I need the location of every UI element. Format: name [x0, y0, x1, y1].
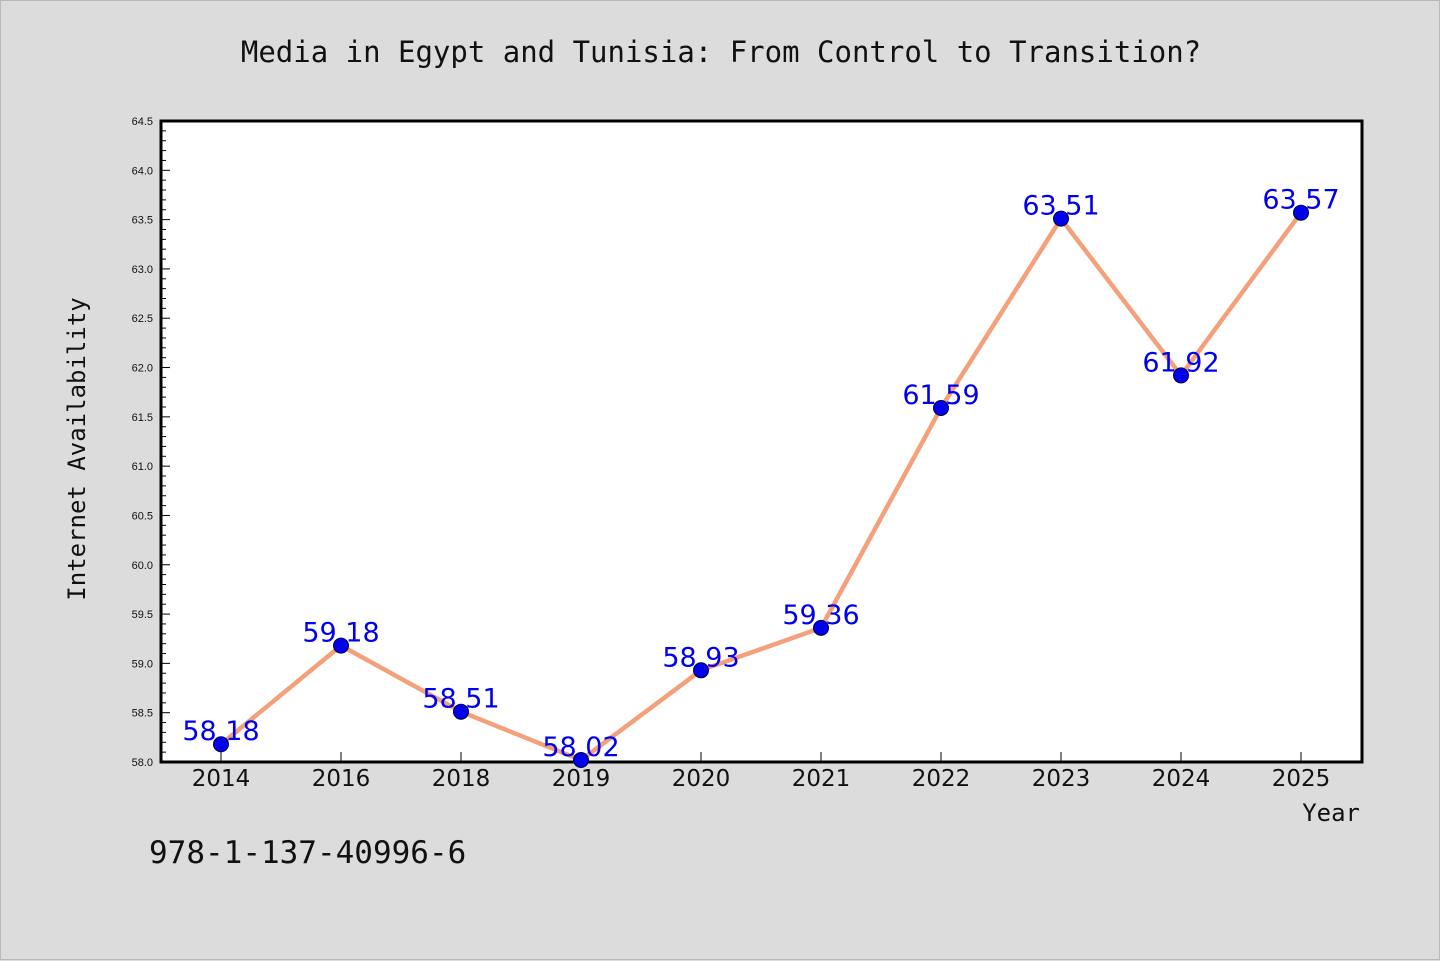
chart-title: Media in Egypt and Tunisia: From Control…	[240, 35, 1202, 69]
x-tick-label: 2022	[912, 766, 971, 792]
y-tick-label: 64.0	[132, 165, 153, 177]
series-line	[218, 210, 1304, 763]
y-tick-label: 62.5	[132, 313, 153, 325]
data-label: 59.36	[782, 600, 859, 631]
y-tick-label: 64.5	[132, 116, 153, 128]
y-tick-label: 59.0	[132, 658, 153, 670]
data-label: 63.57	[1262, 185, 1339, 216]
x-axis: 2014 2016 2018 2019 2020 2021 2022 2023 2024 2025	[192, 752, 1331, 792]
y-tick-label: 63.5	[132, 215, 153, 227]
y-tick-label: 58.5	[132, 708, 153, 720]
data-point	[213, 736, 229, 753]
y-tick-label: 58.0	[132, 757, 153, 769]
x-tick-label: 2019	[552, 766, 611, 792]
y-tick-label: 61.0	[132, 461, 153, 473]
data-label: 61.59	[902, 380, 979, 411]
x-tick-label: 2016	[312, 766, 371, 792]
data-label: 61.92	[1142, 347, 1219, 378]
x-tick-label: 2025	[1272, 766, 1331, 792]
x-tick-label: 2021	[792, 766, 851, 792]
data-point	[1053, 210, 1069, 227]
series-line-layer	[218, 210, 1304, 763]
y-tick-label: 61.5	[132, 412, 153, 424]
y-axis-label: Internet Availability	[63, 297, 91, 600]
data-label: 58.18	[182, 716, 259, 747]
x-tick-label: 2024	[1152, 766, 1211, 792]
data-label: 63.51	[1022, 191, 1099, 222]
y-axis: 58.0 58.5 59.0 59.5 60.0 60.5 61.0 61.5 62.0 62.5…	[132, 116, 170, 769]
y-tick-label: 63.0	[132, 264, 153, 276]
x-axis-label: Year	[1302, 799, 1360, 827]
y-tick-label: 59.5	[132, 609, 153, 621]
data-label-layer: 58.18 59.18 58.51 58.02 58.93 59.36 61.59 63.51…	[182, 185, 1339, 763]
plot-area	[159, 119, 1364, 764]
x-tick-label: 2018	[432, 766, 491, 792]
data-point	[333, 637, 349, 654]
data-point	[933, 399, 949, 416]
y-tick-label: 62.0	[132, 363, 153, 375]
data-point	[813, 619, 829, 636]
x-tick-label: 2023	[1032, 766, 1091, 792]
data-label: 58.02	[542, 732, 619, 763]
x-tick-label: 2014	[192, 766, 251, 792]
data-label: 59.18	[302, 618, 379, 649]
data-label: 58.51	[422, 684, 499, 715]
data-point	[453, 703, 469, 720]
data-point-layer	[213, 204, 1309, 769]
data-point	[693, 662, 709, 679]
y-tick-label: 60.5	[132, 510, 153, 522]
x-tick-label: 2020	[672, 766, 731, 792]
y-tick-label: 60.0	[132, 560, 153, 572]
data-point	[573, 752, 589, 769]
data-label: 58.93	[662, 642, 739, 673]
isbn-annotation: 978-1-137-40996-6	[149, 835, 467, 871]
data-point	[1293, 204, 1309, 221]
data-point	[1173, 367, 1189, 384]
